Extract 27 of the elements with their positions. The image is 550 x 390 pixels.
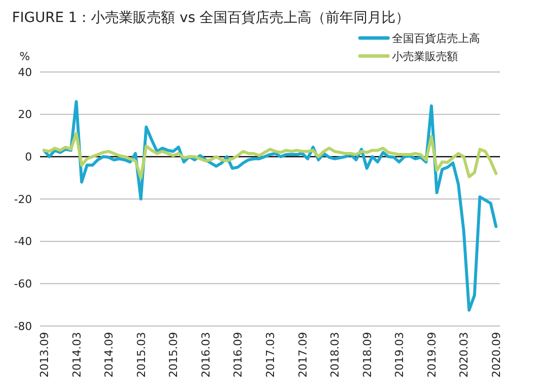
x-tick-label: 2020.09 [490,332,503,378]
x-tick-label: 2015.03 [134,332,148,378]
x-tick-label: 2014.03 [70,332,84,378]
y-axis-title: % [20,50,30,63]
x-tick-label: 2017.03 [264,332,277,378]
x-tick-label: 2014.09 [102,332,116,378]
x-tick-label: 2020.03 [458,332,471,378]
y-tick-label: 20 [18,108,32,122]
x-tick-label: 2018.03 [328,332,342,378]
y-tick-label: -40 [14,235,32,248]
legend-label: 全国百貨店売上高 [392,32,480,45]
legend-label: 小売業販売額 [392,50,458,63]
x-tick-label: 2018.09 [360,332,374,378]
x-tick-label: 2016.03 [199,332,212,378]
line-series [42,132,498,180]
x-tick-label: 2013.09 [38,332,51,378]
x-tick-label: 2017.09 [296,332,310,378]
x-tick-label: 2015.09 [167,332,180,378]
y-tick-label: -20 [14,192,32,206]
y-tick-label: -60 [14,278,32,291]
x-tick-label: 2016.09 [232,332,245,378]
y-tick-label: 40 [18,66,32,79]
x-tick-label: 2019.09 [425,332,438,378]
x-tick-label: 2019.03 [393,332,406,378]
chart-title: FIGURE 1：小売業販売額 vs 全国百貨店売上高（前年同月比） [12,10,410,26]
y-tick-label: 0 [25,150,32,164]
y-tick-label: -80 [14,320,32,333]
